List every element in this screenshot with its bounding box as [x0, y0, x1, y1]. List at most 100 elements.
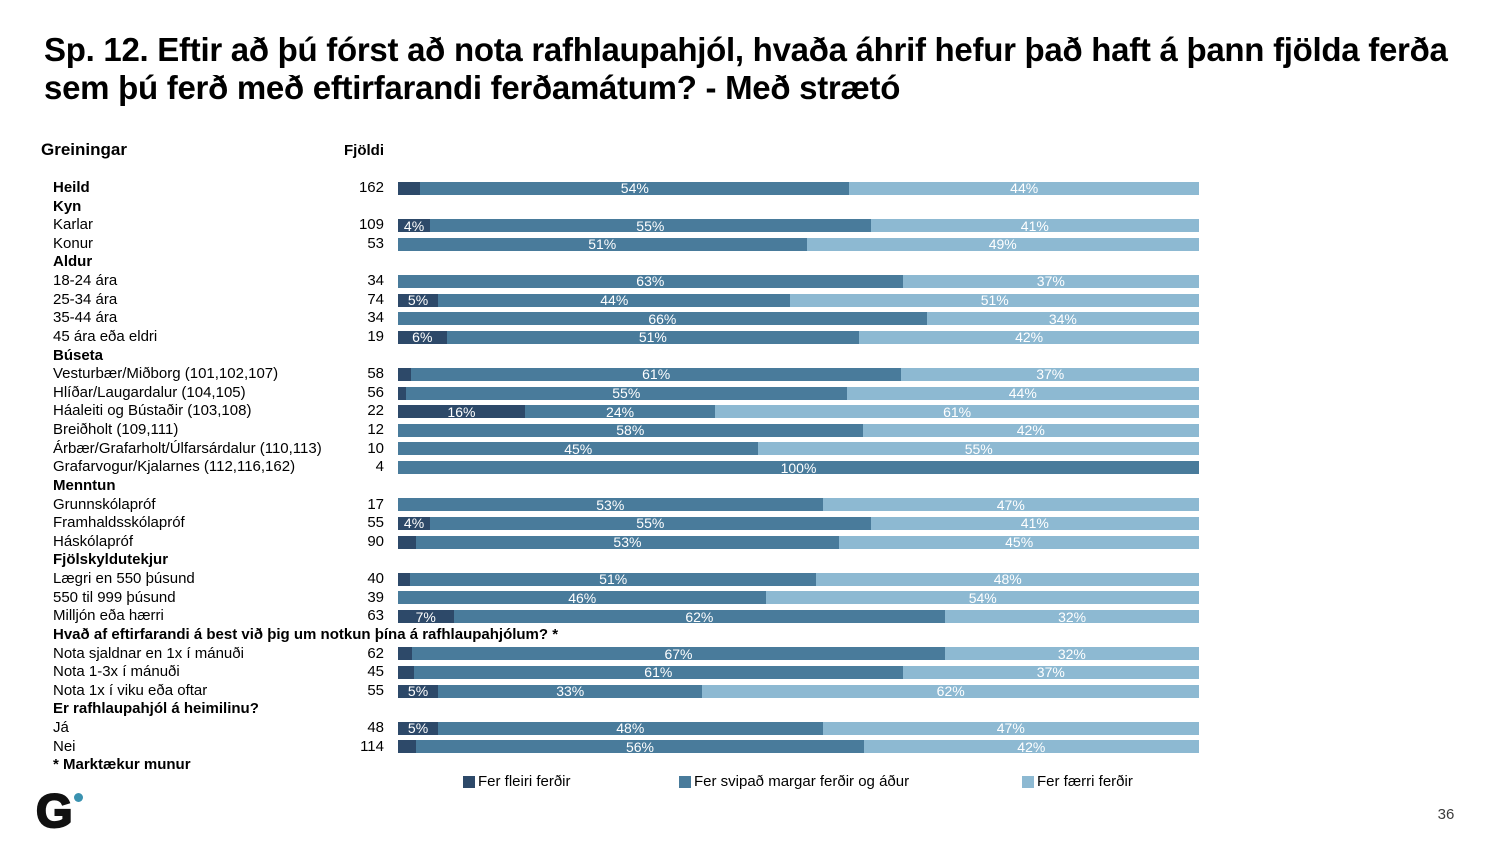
legend-marker-faerri-icon [1022, 776, 1034, 788]
bar-segment-faerri: 54% [766, 589, 1199, 606]
group-header-label: Aldur [53, 253, 93, 271]
bar-segment-value: 53% [596, 496, 625, 513]
bar-segment-value: 56% [625, 738, 654, 755]
group-header-label: Hvað af eftirfarandi á best við þig um n… [53, 625, 559, 643]
bar-segment-svipad: 67% [412, 645, 945, 662]
bar-segment-faerri: 42% [862, 423, 1199, 437]
stacked-bar: 67% 32% [398, 645, 1199, 662]
bar-segment-value: 16% [447, 403, 476, 420]
bar-segment-svipad: 55% [430, 219, 871, 233]
row-label: Lægri en 550 þúsund [53, 570, 195, 588]
page-number: 36 [1437, 806, 1455, 823]
chart-row: 18-24 ára 34 63% 37% [0, 272, 1500, 291]
stacked-bar: 53% 47% [398, 496, 1199, 513]
bar-segment-value: 49% [988, 236, 1017, 253]
bar-segment-value: 55% [636, 515, 665, 532]
chart-row: Já 48 5% 48% 47% [0, 719, 1500, 738]
row-count: 55 [367, 514, 384, 532]
row-count: 17 [367, 495, 384, 513]
bar-segment-value: 61% [943, 403, 972, 420]
bar-segment-faerri: 45% [839, 534, 1200, 551]
row-count: 48 [367, 718, 384, 736]
row-label: 18-24 ára [53, 272, 118, 290]
row-count: 34 [367, 272, 384, 290]
bar-segment-value: 5% [407, 720, 429, 737]
bar-segment-value: 54% [620, 180, 649, 197]
stacked-bar: 61% 37% [398, 664, 1199, 681]
row-label: Já [53, 718, 69, 736]
bar-segment-fleiri [398, 367, 411, 381]
bar-segment-value: 37% [1036, 664, 1065, 681]
bar-segment-value: 32% [1058, 608, 1087, 625]
group-header-row: Er rafhlaupahjól á heimilinu? [0, 700, 1500, 719]
legend-label-fleiri: Fer fleiri ferðir [478, 773, 571, 790]
chart-row: Nota 1-3x í mánuði 45 61% 37% [0, 663, 1500, 682]
chart-legend: Fer fleiri ferðir Fer svipað margar ferð… [0, 773, 1500, 790]
bar-segment-value: 54% [968, 589, 997, 606]
row-label: Nota 1x í viku eða oftar [53, 681, 208, 699]
row-count: 22 [367, 402, 384, 420]
row-count: 12 [367, 421, 384, 439]
chart-row: Nei 114 56% 42% [0, 738, 1500, 757]
chart-title: Sp. 12. Eftir að þú fórst að nota rafhla… [44, 31, 1448, 107]
bar-segment-faerri: 32% [944, 647, 1199, 661]
legend-marker-svipad-icon [679, 776, 691, 788]
stacked-bar: 45% 55% [398, 442, 1199, 456]
bar-segment-value: 7% [415, 608, 436, 625]
legend-label-svipad: Fer svipað margar ferðir og áður [694, 773, 910, 790]
stacked-bar: 58% 42% [398, 423, 1199, 437]
bar-segment-svipad: 53% [398, 496, 823, 513]
legend-label-faerri: Fer færri ferðir [1037, 773, 1133, 790]
bar-segment-value: 45% [1005, 534, 1034, 551]
row-count: 74 [367, 290, 384, 308]
row-count: 53 [367, 234, 384, 252]
stacked-bar: 55% 44% [398, 386, 1199, 400]
group-header-row: Aldur [0, 253, 1500, 272]
chart-row: 550 til 999 þúsund 39 46% 54% [0, 589, 1500, 608]
bar-segment-svipad: 44% [438, 293, 791, 307]
bar-segment-fleiri: 5% [398, 292, 439, 309]
bar-segment-value: 47% [996, 720, 1025, 737]
bar-segment-value: 24% [606, 403, 635, 420]
group-header-label: Búseta [53, 346, 104, 364]
gallup-logo-letter: G [35, 784, 74, 837]
stacked-bar: 61% 37% [398, 366, 1200, 383]
bar-segment-value: 5% [407, 683, 429, 700]
row-label: 25-34 ára [53, 290, 118, 308]
row-label: Heild [53, 179, 90, 196]
legend-item-svipad: Fer svipað margar ferðir og áður [679, 773, 910, 790]
bar-segment-faerri: 37% [902, 664, 1199, 681]
bar-segment-fleiri: 5% [398, 683, 439, 700]
row-count: 10 [367, 439, 384, 457]
bar-segment-faerri: 47% [822, 498, 1199, 512]
row-count: 90 [367, 532, 384, 550]
bar-segment-value: 51% [980, 292, 1009, 309]
chart-row: Háskólapróf 90 53% 45% [0, 533, 1500, 552]
stacked-bar: 16% 24% 61% [398, 403, 1199, 420]
row-label: Vesturbær/Miðborg (101,102,107) [53, 365, 279, 383]
bar-segment-value: 51% [599, 571, 628, 588]
group-header-row: Hvað af eftirfarandi á best við þig um n… [0, 626, 1500, 645]
bar-segment-value: 5% [407, 292, 429, 309]
stacked-bar: 51% 49% [398, 236, 1199, 253]
row-count: 114 [360, 737, 384, 755]
bar-segment-value: 67% [664, 645, 693, 662]
row-label: Breiðholt (109,111) [53, 421, 179, 439]
bar-segment-value: 66% [648, 310, 677, 327]
stacked-bar: 4% 55% 41% [398, 515, 1199, 532]
bar-segment-fleiri: 4% [398, 516, 431, 530]
bar-segment-faerri: 55% [758, 442, 1199, 456]
bar-segment-svipad: 58% [398, 423, 863, 437]
stacked-bar: 53% 45% [398, 534, 1200, 551]
chart-row: Nota 1x í viku eða oftar 55 5% 33% 62% [0, 682, 1500, 701]
chart-row: 25-34 ára 74 5% 44% 51% [0, 291, 1500, 310]
bar-segment-faerri: 51% [790, 292, 1199, 309]
bar-segment-value: 53% [613, 534, 642, 551]
group-header-label: Kyn [53, 197, 82, 215]
stacked-bar: 66% 34% [398, 310, 1199, 327]
bar-segment-value: 61% [642, 366, 671, 383]
bar-segment-value: 34% [1048, 310, 1077, 327]
bar-segment-value: 6% [412, 329, 433, 346]
legend-item-fleiri: Fer fleiri ferðir [463, 773, 571, 790]
bar-segment-fleiri [398, 572, 410, 586]
